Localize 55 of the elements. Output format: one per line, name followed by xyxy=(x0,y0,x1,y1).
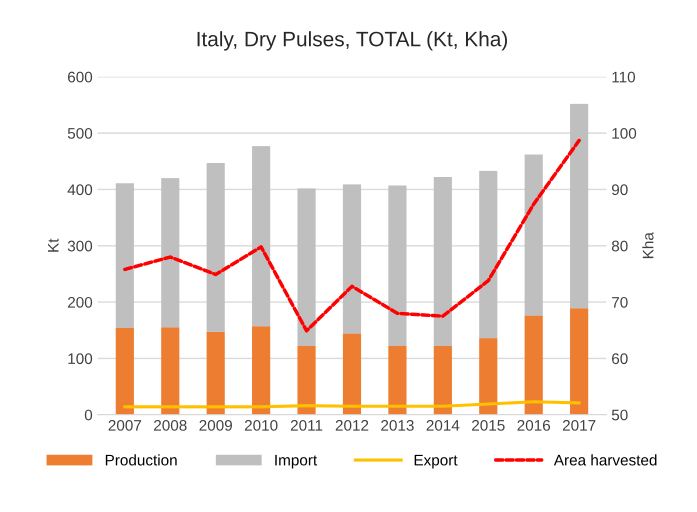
bar xyxy=(116,183,134,328)
bar xyxy=(388,346,406,415)
y2-tick-label: 50 xyxy=(612,410,628,420)
x-tick-label: 2010 xyxy=(244,420,278,431)
bar xyxy=(342,334,362,415)
bar xyxy=(434,177,452,346)
y-tick-label: 100 xyxy=(68,353,92,364)
legend-label: Production xyxy=(106,454,177,466)
bar xyxy=(161,327,180,415)
y2-tick-label: 80 xyxy=(612,240,628,252)
x-tick-label: 2009 xyxy=(199,420,232,431)
x-tick-label: 2015 xyxy=(472,420,505,431)
bar xyxy=(434,346,452,415)
bar xyxy=(252,146,270,326)
legend-label: Area harvested xyxy=(554,454,656,466)
bar xyxy=(479,338,498,415)
bar xyxy=(252,326,270,415)
bar xyxy=(479,170,498,338)
y2-axis-title: Kha xyxy=(642,232,654,258)
y-axis-title: Kt xyxy=(48,238,59,252)
y-tick-label: 300 xyxy=(68,240,92,252)
y2-tick-label: 90 xyxy=(612,184,628,196)
x-tick-label: 2017 xyxy=(562,420,596,431)
x-tick-label: 2016 xyxy=(517,420,550,431)
chart-title: Italy, Dry Pulses, TOTAL (Kt, Kha) xyxy=(198,31,508,51)
bar xyxy=(116,328,134,415)
y-tick-label: 500 xyxy=(68,128,92,139)
legend-label: Import xyxy=(275,454,318,469)
y-tick-label: 0 xyxy=(84,410,92,420)
bar xyxy=(297,346,316,415)
y2-tick-label: 100 xyxy=(612,128,636,139)
x-tick-label: 2012 xyxy=(336,420,368,431)
x-tick-label: 2008 xyxy=(154,420,187,431)
bar xyxy=(161,178,180,328)
bar xyxy=(206,162,225,332)
y2-tick-label: 70 xyxy=(612,296,628,308)
x-tick-label: 2013 xyxy=(381,420,414,431)
x-tick-label: 2007 xyxy=(108,420,142,431)
bar xyxy=(297,188,316,346)
line-series xyxy=(123,138,581,333)
bar xyxy=(206,332,225,415)
bar xyxy=(570,308,588,415)
y-tick-label: 200 xyxy=(68,296,92,308)
y2-tick-label: 60 xyxy=(612,353,628,364)
y2-tick-label: 110 xyxy=(612,72,636,82)
legend-label: Export xyxy=(414,454,458,469)
bar xyxy=(342,184,362,334)
bar xyxy=(524,154,543,316)
y-tick-label: 600 xyxy=(68,72,92,82)
bar xyxy=(524,316,543,415)
bar xyxy=(570,104,588,308)
bar xyxy=(388,186,406,346)
y-tick-label: 400 xyxy=(68,184,92,196)
x-tick-label: 2011 xyxy=(290,420,322,431)
x-tick-label: 2014 xyxy=(426,420,460,431)
